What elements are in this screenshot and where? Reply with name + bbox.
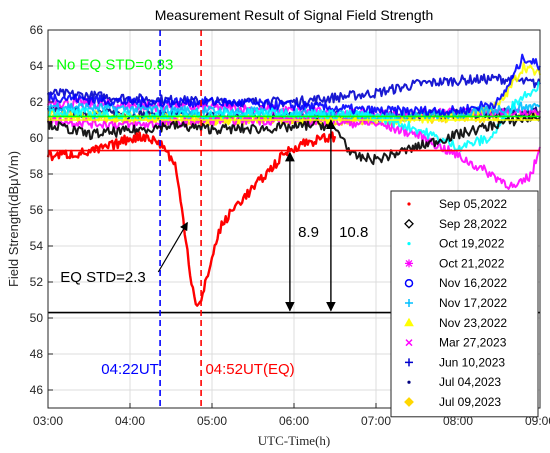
legend-marker <box>407 202 411 206</box>
legend-entry: Jul 04,2023 <box>407 375 501 389</box>
legend-entry: Nov 23,2022 <box>404 316 507 330</box>
annotation-label: No EQ STD=0.83 <box>56 57 173 74</box>
y-tick-label: 58 <box>30 167 44 181</box>
annotation-label: 10.8 <box>339 224 368 241</box>
legend-entry: Sep 05,2022 <box>407 197 507 211</box>
x-tick-label: 07:00 <box>361 414 391 428</box>
legend-entry: Sep 28,2022 <box>404 217 507 231</box>
legend-entry: Oct 19,2022 <box>407 237 505 251</box>
legend-label: Sep 28,2022 <box>439 217 507 231</box>
legend-marker <box>404 218 414 229</box>
legend-entry: Jun 10,2023 <box>405 355 505 369</box>
legend-marker <box>404 317 414 327</box>
y-tick-label: 50 <box>30 311 44 325</box>
annotation-label: EQ STD=2.3 <box>60 269 145 286</box>
series-line-9 <box>47 73 541 108</box>
legend-entry: Oct 21,2022 <box>405 256 505 270</box>
legend-entry: Mar 27,2023 <box>405 336 507 350</box>
x-tick-label: 09:00 <box>525 414 550 428</box>
y-tick-label: 62 <box>30 95 44 109</box>
x-tick-label: 03:00 <box>33 414 63 428</box>
annotation-label: 04:22UT <box>101 361 159 378</box>
legend-box <box>390 190 539 418</box>
y-tick-label: 54 <box>30 239 44 253</box>
x-tick-label: 06:00 <box>279 414 309 428</box>
series-line-5 <box>47 53 541 117</box>
y-tick-label: 48 <box>30 347 44 361</box>
y-tick-label: 66 <box>30 23 44 37</box>
y-tick-label: 56 <box>30 203 44 217</box>
legend-label: Nov 17,2022 <box>439 296 507 310</box>
legend-label: Jun 10,2023 <box>439 355 505 369</box>
legend-label: Nov 23,2022 <box>439 316 507 330</box>
legend-marker <box>404 397 414 407</box>
legend-label: Oct 21,2022 <box>439 256 505 270</box>
y-tick-label: 52 <box>30 275 44 289</box>
chart-title: Measurement Result of Signal Field Stren… <box>155 7 434 23</box>
legend-marker <box>405 259 413 268</box>
x-tick-label: 08:00 <box>443 414 473 428</box>
legend-marker <box>405 339 413 347</box>
legend-marker <box>405 358 413 367</box>
legend-entry: Jul 09,2023 <box>404 395 501 409</box>
legend-marker <box>407 242 411 246</box>
y-tick-label: 60 <box>30 131 44 145</box>
x-tick-label: 05:00 <box>197 414 227 428</box>
legend-label: Mar 27,2023 <box>439 336 507 350</box>
x-tick-label: 04:00 <box>115 414 145 428</box>
y-axis-label: Field Strength(dBμV/m) <box>6 151 21 287</box>
legend-label: Jul 04,2023 <box>439 375 501 389</box>
series-line-2 <box>47 112 541 166</box>
legend-marker <box>404 278 414 288</box>
annotation-label: 04:52UT(EQ) <box>205 361 294 378</box>
legend-marker <box>407 380 411 384</box>
legend-label: Jul 09,2023 <box>439 395 501 409</box>
legend-marker <box>405 299 413 307</box>
annotation-arrow <box>157 221 188 273</box>
x-axis-label: UTC-Time(h) <box>258 433 330 448</box>
y-tick-label: 46 <box>30 383 44 397</box>
legend-label: Sep 05,2022 <box>439 197 507 211</box>
legend-label: Nov 16,2022 <box>439 276 507 290</box>
y-tick-label: 64 <box>30 59 44 73</box>
legend-entry: Nov 16,2022 <box>404 276 507 290</box>
legend-label: Oct 19,2022 <box>439 237 505 251</box>
legend: Sep 05,2022 Sep 28,2022 Oct 19,2022 Oct 21,… <box>390 190 539 418</box>
legend-entry: Nov 17,2022 <box>405 296 507 310</box>
annotation-label: 8.9 <box>298 224 319 241</box>
